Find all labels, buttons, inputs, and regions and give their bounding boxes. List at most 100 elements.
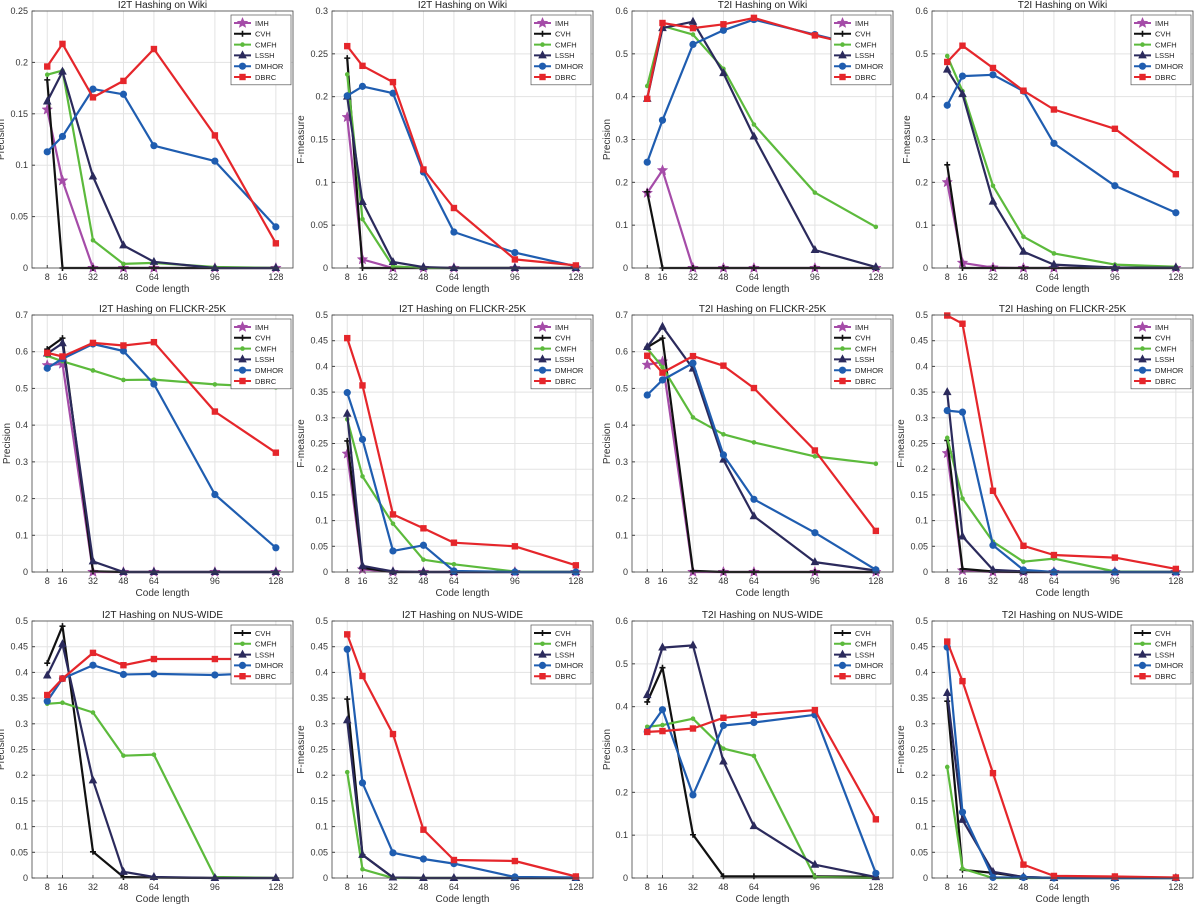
data-point — [1020, 861, 1027, 868]
data-point — [873, 461, 879, 466]
legend-marker — [239, 30, 246, 37]
legend-label: IMH — [855, 323, 869, 332]
data-point — [451, 561, 457, 567]
legend-marker — [539, 630, 546, 636]
legend-item: CVH — [234, 30, 271, 39]
chart-title: T2I Hashing on FLICKR-25K — [999, 304, 1127, 315]
legend-label: CMFH — [555, 40, 577, 49]
data-point — [88, 775, 98, 784]
legend-item: DMHOR — [534, 366, 584, 375]
x-axis-label: Code length — [736, 284, 790, 295]
legend-marker — [1139, 673, 1146, 680]
y-tick-label: 0.3 — [315, 6, 328, 16]
series-dbrc — [44, 40, 280, 247]
legend-item: CVH — [1134, 30, 1171, 39]
y-tick-label: 0.4 — [315, 361, 328, 371]
legend-label: CMFH — [855, 40, 877, 49]
legend-marker — [538, 62, 547, 70]
data-point — [342, 408, 352, 417]
data-point — [689, 352, 697, 360]
legend-box — [1130, 14, 1192, 86]
y-tick-label: 0.2 — [615, 177, 628, 187]
x-tick-label: 32 — [88, 272, 98, 282]
data-point — [751, 122, 757, 127]
y-tick-label: 0.2 — [315, 770, 328, 780]
data-point — [211, 671, 219, 679]
data-point — [750, 14, 758, 22]
data-point — [750, 718, 758, 727]
legend-label: LSSH — [255, 355, 275, 364]
x-tick-label: 8 — [645, 272, 650, 282]
data-point — [751, 440, 757, 445]
x-tick-label: 8 — [45, 272, 50, 282]
data-point — [959, 320, 966, 327]
data-point — [720, 714, 727, 722]
data-point — [389, 89, 397, 97]
data-point — [644, 698, 651, 705]
legend-marker — [238, 354, 247, 363]
legend-item: DBRC — [834, 672, 877, 681]
data-point — [688, 640, 698, 649]
y-tick-label: 0.5 — [315, 310, 328, 320]
x-tick-label: 64 — [449, 272, 459, 282]
legend-label: DMHOR — [255, 661, 284, 670]
y-tick-label: 0.1 — [15, 822, 28, 832]
x-tick-label: 96 — [1110, 272, 1120, 282]
data-point — [1050, 872, 1058, 880]
data-point — [750, 384, 758, 392]
data-point — [511, 873, 519, 881]
data-point — [89, 848, 96, 855]
y-tick-label: 0.2 — [315, 92, 328, 102]
legend-item: CMFH — [234, 344, 277, 353]
legend-label: DBRC — [1155, 73, 1177, 82]
legend-marker — [838, 62, 847, 70]
data-point — [811, 447, 819, 454]
chart-title: T2I Hashing on NUS-WIDE — [702, 610, 823, 621]
x-tick-label: 128 — [268, 882, 283, 892]
y-tick-label: 0.05 — [910, 541, 928, 551]
chart-panel: 8 16 32 48 64 96 128 0 0.05 0.1 0.15 0.2 0.25 0.3 0.35… — [896, 610, 1194, 905]
legend-marker — [240, 42, 245, 47]
legend-marker — [1140, 346, 1145, 351]
data-point — [689, 725, 697, 732]
data-point — [944, 161, 951, 168]
data-point — [358, 849, 367, 858]
data-point — [272, 223, 280, 231]
data-point — [1111, 125, 1119, 132]
data-point — [1021, 559, 1026, 565]
data-point — [719, 454, 728, 463]
legend-label: LSSH — [1155, 650, 1175, 659]
x-axis-label: Code length — [1036, 894, 1090, 905]
data-point — [511, 857, 519, 865]
data-point — [660, 722, 665, 728]
legend-item: DBRC — [834, 73, 877, 82]
y-tick-label: 0.6 — [615, 616, 628, 626]
plot-frame — [31, 314, 294, 573]
legend-label: DMHOR — [1155, 366, 1184, 375]
y-tick-label: 0.35 — [910, 693, 928, 703]
data-point — [690, 716, 696, 721]
x-tick-label: 8 — [345, 882, 350, 892]
legend-label: DBRC — [255, 672, 277, 681]
legend-marker — [539, 673, 546, 680]
legend-item: CMFH — [1134, 344, 1177, 353]
plot-frame — [631, 314, 894, 573]
y-tick-label: 0 — [23, 567, 28, 577]
plot-frame — [931, 10, 1194, 269]
data-point — [511, 543, 519, 550]
data-point — [272, 240, 280, 247]
data-point — [211, 157, 219, 165]
x-tick-label: 32 — [988, 882, 998, 892]
data-point — [660, 364, 665, 370]
x-tick-label: 16 — [957, 882, 967, 892]
legend-marker — [1139, 30, 1146, 37]
chart-title: T2I Hashing on Wiki — [718, 0, 807, 11]
x-tick-label: 128 — [1168, 576, 1183, 586]
series-dbrc — [944, 312, 1180, 573]
legend-marker — [538, 661, 547, 670]
data-point — [59, 675, 66, 682]
x-tick-label: 48 — [1018, 576, 1028, 586]
